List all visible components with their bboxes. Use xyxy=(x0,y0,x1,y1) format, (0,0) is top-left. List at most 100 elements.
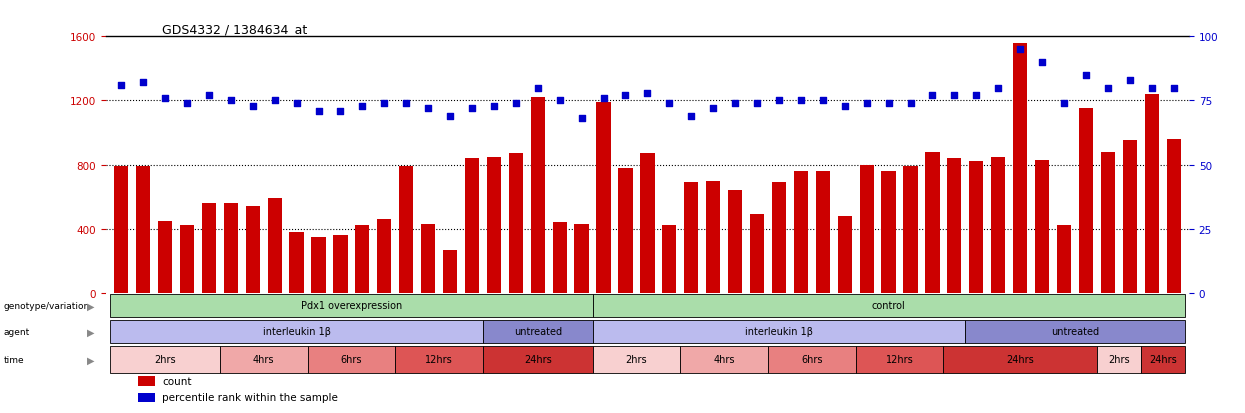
Point xyxy=(769,98,789,104)
Point xyxy=(1055,100,1074,107)
Point xyxy=(396,100,416,107)
Bar xyxy=(464,159,479,293)
Point xyxy=(462,106,482,112)
Bar xyxy=(553,223,566,293)
Bar xyxy=(245,207,260,293)
Text: untreated: untreated xyxy=(514,326,561,336)
Point xyxy=(857,100,876,107)
Bar xyxy=(640,154,655,293)
Point xyxy=(703,106,723,112)
Bar xyxy=(1035,160,1050,293)
Bar xyxy=(815,171,830,293)
Text: time: time xyxy=(4,355,25,364)
FancyBboxPatch shape xyxy=(395,346,483,373)
Bar xyxy=(947,159,961,293)
Point xyxy=(966,93,986,100)
Point xyxy=(1076,72,1096,79)
Bar xyxy=(1123,141,1137,293)
Text: ▶: ▶ xyxy=(87,327,95,337)
Text: 6hrs: 6hrs xyxy=(341,354,362,364)
Point xyxy=(550,98,570,104)
Text: 4hrs: 4hrs xyxy=(713,354,735,364)
FancyBboxPatch shape xyxy=(593,320,965,343)
Bar xyxy=(1167,140,1180,293)
Bar xyxy=(400,167,413,293)
Text: interleukin 1β: interleukin 1β xyxy=(745,326,813,336)
Text: 2hrs: 2hrs xyxy=(154,354,176,364)
Text: count: count xyxy=(162,376,192,386)
FancyBboxPatch shape xyxy=(1097,346,1140,373)
Bar xyxy=(574,224,589,293)
Point xyxy=(725,100,745,107)
FancyBboxPatch shape xyxy=(111,346,220,373)
Bar xyxy=(794,171,808,293)
Bar xyxy=(859,165,874,293)
Bar xyxy=(138,393,154,402)
Point xyxy=(177,100,197,107)
Bar xyxy=(268,199,281,293)
Text: GDS4332 / 1384634_at: GDS4332 / 1384634_at xyxy=(162,23,308,36)
Bar xyxy=(969,162,984,293)
Text: ▶: ▶ xyxy=(87,355,95,365)
Point xyxy=(989,85,1008,92)
Point xyxy=(243,103,263,109)
Bar xyxy=(421,224,436,293)
Point xyxy=(835,103,855,109)
Point xyxy=(418,106,438,112)
Point xyxy=(594,95,614,102)
Point xyxy=(1010,47,1030,53)
Point xyxy=(199,93,219,100)
FancyBboxPatch shape xyxy=(855,346,944,373)
Text: 12hrs: 12hrs xyxy=(426,354,453,364)
Bar xyxy=(1057,226,1071,293)
FancyBboxPatch shape xyxy=(593,294,1184,318)
Bar xyxy=(158,221,172,293)
Bar xyxy=(991,157,1006,293)
Point xyxy=(1142,85,1162,92)
Text: 24hrs: 24hrs xyxy=(524,354,552,364)
Point xyxy=(309,108,329,115)
Point xyxy=(375,100,395,107)
Bar xyxy=(509,154,523,293)
Bar xyxy=(289,233,304,293)
Point xyxy=(923,93,942,100)
Bar xyxy=(311,237,326,293)
Bar xyxy=(596,103,611,293)
Point xyxy=(900,100,920,107)
Bar xyxy=(728,191,742,293)
Point xyxy=(791,98,810,104)
Text: 2hrs: 2hrs xyxy=(1108,354,1129,364)
Point xyxy=(265,98,285,104)
Bar xyxy=(904,167,918,293)
Point xyxy=(681,113,701,120)
Bar xyxy=(706,181,721,293)
Point xyxy=(286,100,306,107)
Bar xyxy=(202,204,215,293)
Bar xyxy=(355,226,370,293)
Text: agent: agent xyxy=(4,327,30,336)
FancyBboxPatch shape xyxy=(308,346,395,373)
FancyBboxPatch shape xyxy=(965,320,1184,343)
Text: interleukin 1β: interleukin 1β xyxy=(263,326,331,336)
FancyBboxPatch shape xyxy=(220,346,308,373)
Point xyxy=(615,93,635,100)
Point xyxy=(505,100,525,107)
Bar xyxy=(1013,43,1027,293)
FancyBboxPatch shape xyxy=(483,346,593,373)
Point xyxy=(133,80,153,87)
Bar xyxy=(772,183,786,293)
Text: 12hrs: 12hrs xyxy=(885,354,914,364)
Text: 24hrs: 24hrs xyxy=(1149,354,1177,364)
Bar xyxy=(838,216,852,293)
Text: ▶: ▶ xyxy=(87,301,95,311)
Bar xyxy=(1101,152,1116,293)
Bar xyxy=(530,98,545,293)
FancyBboxPatch shape xyxy=(111,320,483,343)
Point xyxy=(879,100,899,107)
Bar xyxy=(377,220,391,293)
Bar xyxy=(138,376,154,386)
Text: control: control xyxy=(872,300,905,311)
Point xyxy=(660,100,680,107)
Text: untreated: untreated xyxy=(1051,326,1099,336)
Point xyxy=(439,113,459,120)
